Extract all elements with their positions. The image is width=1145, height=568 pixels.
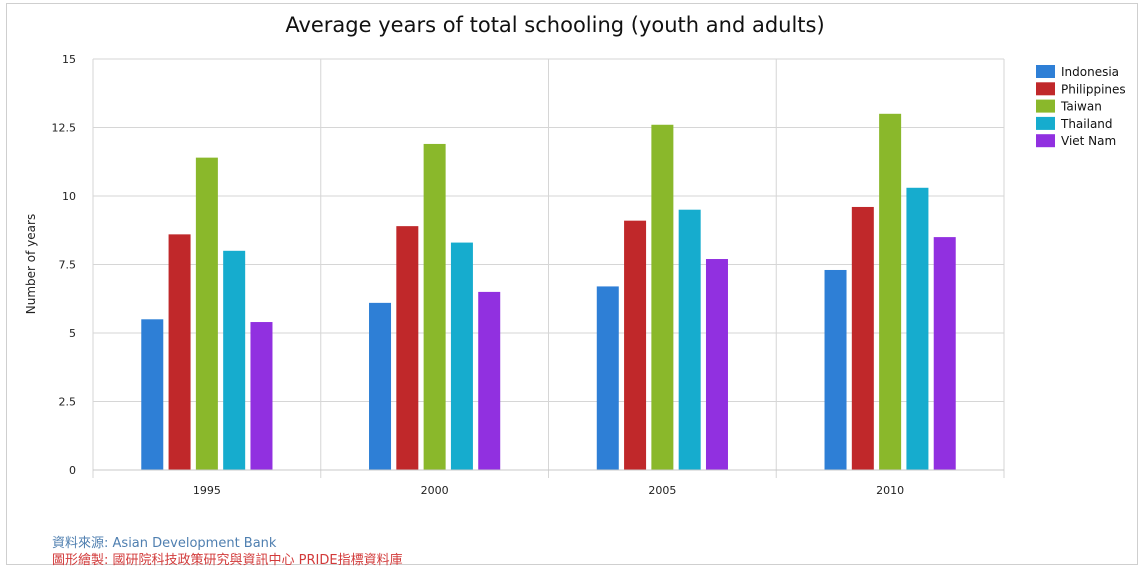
bar-philippines-2010: [851, 206, 874, 470]
bar-viet-nam-2010: [933, 237, 956, 470]
chart-title: Average years of total schooling (youth …: [285, 13, 824, 37]
legend-label: Thailand: [1060, 117, 1113, 131]
bar-thailand-2010: [906, 187, 929, 470]
y-tick-label: 12.5: [52, 122, 77, 135]
bar-thailand-1995: [223, 250, 246, 470]
legend-swatch: [1036, 116, 1055, 130]
source-label: 資料來源:: [52, 536, 109, 551]
legend: Indonesia Philippines Taiwan Thailand Viet N…: [1036, 65, 1126, 148]
legend-label: Taiwan: [1060, 100, 1102, 114]
credit-note: 圖形繪製: 國研院科技政策研究與資訊中心 PRIDE指標資料庫: [52, 549, 403, 568]
y-tick-label: 5: [69, 327, 76, 340]
x-tick-label: 2005: [648, 484, 676, 497]
bar-indonesia-1995: [141, 319, 164, 470]
bar-philippines-1995: [168, 234, 191, 470]
y-tick-label: 0: [69, 464, 76, 477]
y-tick-label: 15: [62, 53, 76, 66]
chart-frame: [6, 3, 1138, 565]
bar-indonesia-2005: [596, 286, 619, 470]
axis-layer: 0 2.5 5 7.5 10 12.5 15 1995 2000 2005 2010: [52, 53, 1004, 497]
credit-label: 圖形繪製:: [52, 553, 109, 568]
bar-viet-nam-1995: [250, 322, 273, 470]
bar-taiwan-2005: [651, 124, 674, 470]
source-text: Asian Development Bank: [112, 536, 277, 551]
legend-swatch: [1036, 65, 1055, 78]
bar-taiwan-1995: [195, 157, 218, 470]
legend-label: Indonesia: [1061, 65, 1119, 79]
bar-thailand-2000: [450, 242, 473, 470]
y-tick-label: 2.5: [59, 396, 77, 409]
bar-indonesia-2010: [824, 269, 847, 470]
bar-taiwan-2000: [423, 143, 446, 470]
legend-label: Philippines: [1061, 82, 1126, 96]
bar-viet-nam-2005: [705, 259, 728, 470]
legend-swatch: [1036, 134, 1055, 148]
chart-canvas: Average years of total schooling (youth …: [24, 13, 1126, 497]
credit-text: 國研院科技政策研究與資訊中心 PRIDE指標資料庫: [112, 553, 403, 568]
bar-thailand-2005: [678, 209, 701, 470]
bars-layer: [141, 113, 956, 471]
y-axis-label: Number of years: [24, 214, 38, 314]
x-tick-label: 1995: [193, 484, 221, 497]
bar-philippines-2000: [396, 226, 419, 470]
legend-swatch: [1036, 99, 1055, 113]
legend-swatch: [1036, 82, 1055, 96]
bar-viet-nam-2000: [478, 291, 501, 470]
x-tick-label: 2010: [876, 484, 904, 497]
y-tick-label: 10: [62, 190, 76, 203]
bar-taiwan-2010: [879, 113, 902, 471]
y-tick-label: 7.5: [59, 259, 77, 272]
source-note: 資料來源: Asian Development Bank: [52, 532, 276, 551]
bar-philippines-2005: [624, 220, 647, 470]
x-tick-label: 2000: [421, 484, 449, 497]
legend-label: Viet Nam: [1061, 134, 1116, 148]
bar-indonesia-2000: [369, 302, 392, 470]
